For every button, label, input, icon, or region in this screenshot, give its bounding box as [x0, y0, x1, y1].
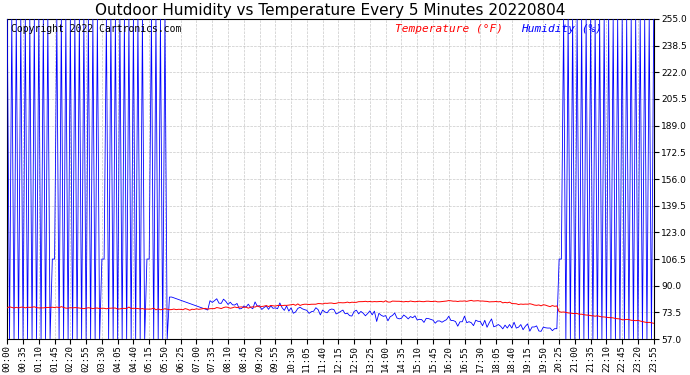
Text: Humidity (%): Humidity (%) [521, 24, 602, 34]
Text: Copyright 2022 Cartronics.com: Copyright 2022 Cartronics.com [10, 24, 181, 34]
Text: Temperature (°F): Temperature (°F) [395, 24, 503, 34]
Title: Outdoor Humidity vs Temperature Every 5 Minutes 20220804: Outdoor Humidity vs Temperature Every 5 … [95, 3, 566, 18]
